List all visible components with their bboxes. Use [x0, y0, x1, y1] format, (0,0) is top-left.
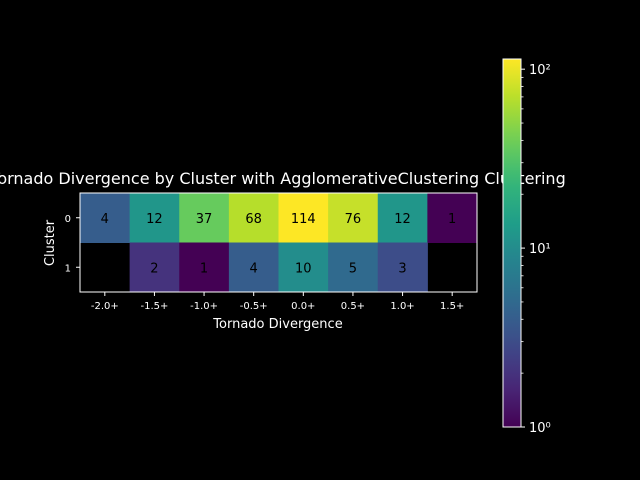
heatmap-cell: [129, 242, 180, 293]
heatmap-cell: [179, 242, 230, 293]
x-tick-label: -2.0+: [91, 301, 119, 312]
x-tick-label: -1.0+: [190, 301, 218, 312]
y-axis-label: Cluster: [43, 219, 58, 266]
colorbar-tick-label: 10¹: [529, 242, 551, 257]
cell-value-label: 5: [349, 261, 357, 276]
cell-value-label: 4: [250, 261, 258, 276]
chart-title: Tornado Divergence by Cluster with Agglo…: [0, 169, 566, 188]
cell-value-label: 12: [146, 212, 163, 227]
heatmap-cell: [328, 193, 379, 243]
x-tick-label: -0.5+: [240, 301, 268, 312]
colorbar-gradient: [503, 59, 521, 427]
heatmap-cell: [129, 193, 180, 243]
cell-value-label: 10: [295, 261, 312, 276]
heatmap-cells: [80, 193, 478, 293]
colorbar-tick-label: 10²: [529, 63, 551, 78]
heatmap-cell: [377, 193, 428, 243]
heatmap-cell: [278, 242, 329, 293]
x-tick-label: 0.5+: [341, 301, 365, 312]
y-axis-ticks: 01: [65, 214, 80, 274]
cell-value-label: 1: [200, 261, 208, 276]
x-tick-label: 1.5+: [440, 301, 464, 312]
cell-value-label: 12: [394, 212, 411, 227]
x-tick-label: 1.0+: [390, 301, 414, 312]
x-axis-ticks: -2.0+ -1.5+ -1.0+ -0.5+ 0.0+ 0.5+ 1.0+ 1.5+: [91, 292, 464, 312]
cell-value-label: 3: [398, 261, 406, 276]
cell-value-label: 76: [345, 212, 362, 227]
cell-value-label: 4: [101, 212, 109, 227]
heatmap-cell: [278, 193, 329, 243]
cell-value-label: 114: [291, 212, 316, 227]
x-axis-label: Tornado Divergence: [212, 317, 342, 332]
heatmap-cell: [228, 242, 279, 293]
plot-frame: [79, 192, 478, 293]
heatmap-cell: [427, 193, 478, 243]
y-tick-label: 1: [65, 263, 71, 274]
heatmap-cell: [328, 242, 379, 293]
x-tick-label: 0.0+: [291, 301, 315, 312]
cell-value-label: 1: [448, 212, 456, 227]
colorbar: 10⁰ 10¹ 10²: [502, 58, 551, 436]
heatmap-cell: [228, 193, 279, 243]
colorbar-tick-label: 10⁰: [529, 421, 551, 436]
x-tick-label: -1.5+: [140, 301, 168, 312]
heatmap-cell: [377, 242, 428, 293]
heatmap-cell: [80, 193, 131, 243]
heatmap-cell: [179, 193, 230, 243]
colorbar-ticks: 10⁰ 10¹ 10²: [521, 63, 551, 436]
y-tick-label: 0: [65, 214, 71, 225]
cell-annotations: 4 12 37 68 114 76 12 12 1 4 10 5 3: [101, 212, 457, 277]
cell-value-label: 37: [196, 212, 213, 227]
colorbar-frame: [502, 58, 522, 428]
cell-value-label: 2: [150, 261, 158, 276]
cell-value-label: 68: [245, 212, 262, 227]
